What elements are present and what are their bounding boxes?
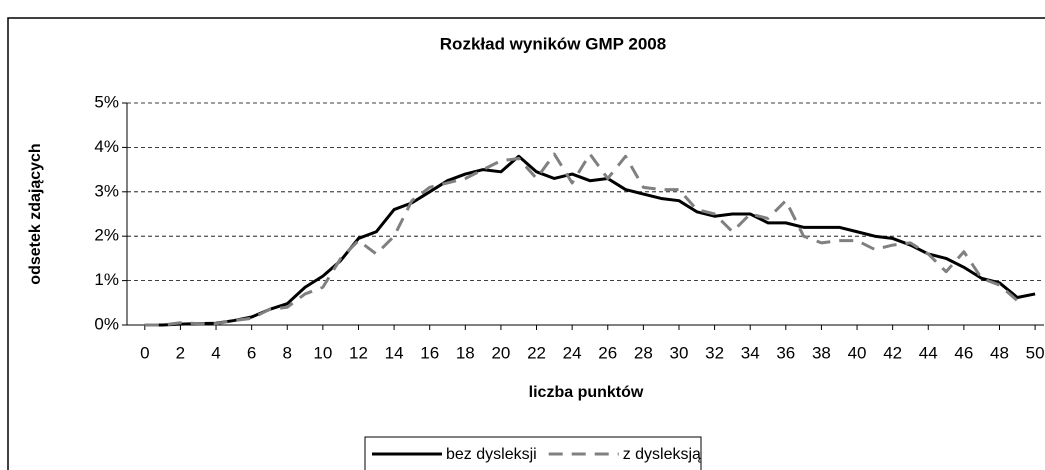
x-tick-label: 12 [349,343,368,362]
x-tick-label: 32 [705,343,724,362]
x-tick-label: 10 [313,343,332,362]
x-tick-label: 22 [527,343,546,362]
y-tick-label: 3% [94,181,119,200]
x-tick-label: 28 [634,343,653,362]
x-tick-label: 2 [176,343,185,362]
series-line [144,152,1019,327]
x-tick-label: 40 [848,343,867,362]
x-tick-label: 34 [741,343,760,362]
legend: bez dysleksji z dysleksją [364,436,702,470]
x-tick-label: 20 [491,343,510,362]
chart-frame [7,17,1045,470]
x-tick-label: 50 [1026,343,1045,362]
x-tick-label: 42 [883,343,902,362]
x-tick-label: 0 [140,343,149,362]
x-tick-label: 18 [456,343,475,362]
series-line [144,154,1036,327]
x-tick-label: 46 [954,343,973,362]
x-axis-title: liczba punktów [529,384,644,401]
x-tick-label: 36 [776,343,795,362]
y-tick-label: 0% [94,314,119,333]
y-tick-label: 4% [94,137,119,156]
x-tick-label: 14 [385,343,404,362]
x-tick-label: 8 [283,343,292,362]
x-tick-label: 44 [919,343,938,362]
x-tick-label: 30 [670,343,689,362]
x-tick-label: 4 [211,343,220,362]
legend-label: z dysleksją [623,446,701,463]
legend-label: bez dysleksji [446,446,537,463]
y-tick-label: 5% [94,92,119,111]
x-tick-label: 6 [247,343,256,362]
x-tick-label: 26 [598,343,617,362]
x-tick-label: 16 [420,343,439,362]
y-tick-label: 2% [94,226,119,245]
x-tick-label: 24 [563,343,582,362]
y-tick-label: 1% [94,270,119,289]
x-tick-label: 48 [990,343,1009,362]
chart-title: Rozkład wyników GMP 2008 [440,34,666,53]
x-tick-label: 38 [812,343,831,362]
y-axis-title: odsetek zdających [27,143,44,284]
